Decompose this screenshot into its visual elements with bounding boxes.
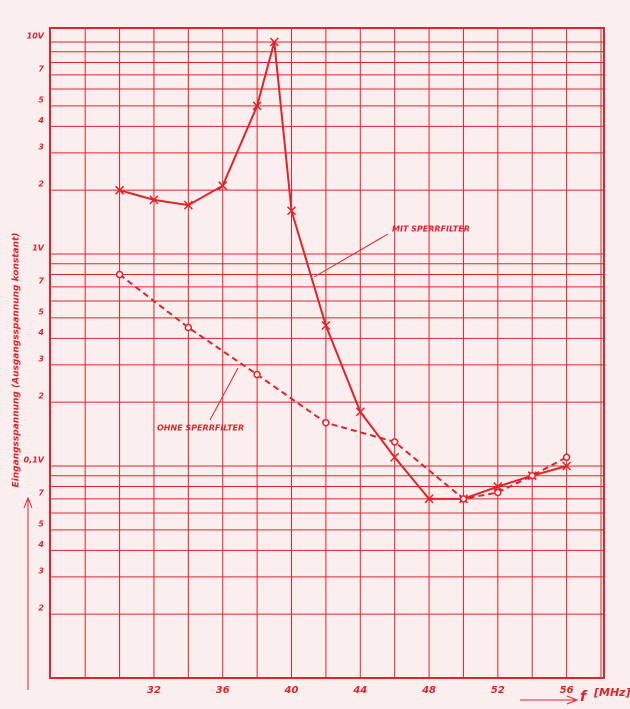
marker: [183, 200, 193, 210]
y-tick-label: 7: [38, 64, 44, 73]
annotation-arrow: [209, 367, 239, 421]
marker: [149, 195, 159, 205]
y-tick-label: 7: [38, 488, 44, 497]
marker: [322, 418, 330, 427]
marker: [115, 185, 125, 195]
marker: [562, 461, 572, 471]
y-tick-label: 7: [38, 276, 44, 285]
y-tick-label: 4: [37, 328, 44, 337]
y-tick-label: 4: [37, 540, 44, 549]
marker: [321, 320, 331, 331]
x-tick-label: 40: [284, 685, 299, 696]
marker: [493, 482, 503, 492]
y-tick-label: 0,1V: [24, 456, 45, 465]
annotation-mit: MIT SPERRFILTER: [392, 225, 470, 234]
y-tick-label: 10V: [27, 32, 45, 41]
y-tick-label: 2: [38, 392, 44, 401]
annotation-ohne: OHNE SPERRFILTER: [157, 424, 244, 433]
x-tick-label: 48: [421, 685, 436, 696]
marker: [184, 323, 193, 332]
y-tick-label: 5: [38, 519, 44, 528]
marker: [253, 370, 261, 379]
x-tick-label: 32: [147, 685, 161, 696]
y-axis-title: Eingangsspannung (Ausgangsspannung konst…: [12, 233, 22, 488]
annotation-arrow: [313, 233, 389, 278]
y-arrow-head: [23, 496, 33, 509]
marker: [494, 488, 502, 497]
marker: [355, 407, 365, 417]
y-tick-label: 5: [38, 307, 44, 316]
x-arrow-head: [566, 695, 579, 705]
marker: [252, 101, 262, 111]
x-tick-label: 36: [216, 685, 230, 696]
x-tick-label: 44: [352, 685, 367, 696]
y-tick-label: 3: [38, 354, 44, 363]
y-tick-label: 4: [37, 116, 44, 125]
series-line: [118, 273, 568, 500]
plot-frame: [49, 27, 605, 679]
x-tick-label: 52: [491, 685, 505, 696]
marker: [115, 270, 124, 279]
x-tick-label: 56: [560, 685, 574, 696]
marker: [218, 181, 228, 191]
y-tick-label: 3: [38, 142, 44, 151]
marker: [528, 471, 536, 480]
marker: [562, 453, 571, 461]
marker: [269, 37, 279, 47]
marker: [390, 452, 400, 462]
y-tick-label: 3: [38, 566, 44, 575]
y-tick-label: 1V: [32, 244, 45, 253]
marker: [390, 438, 399, 446]
marker: [459, 495, 468, 503]
y-tick-label: 5: [38, 95, 44, 104]
marker: [286, 206, 297, 216]
y-tick-label: 2: [38, 604, 44, 613]
y-tick-label: 2: [38, 180, 44, 189]
marker: [424, 494, 434, 504]
x-axis-title: f: [580, 689, 588, 705]
x-unit: [MHz]: [593, 686, 630, 699]
